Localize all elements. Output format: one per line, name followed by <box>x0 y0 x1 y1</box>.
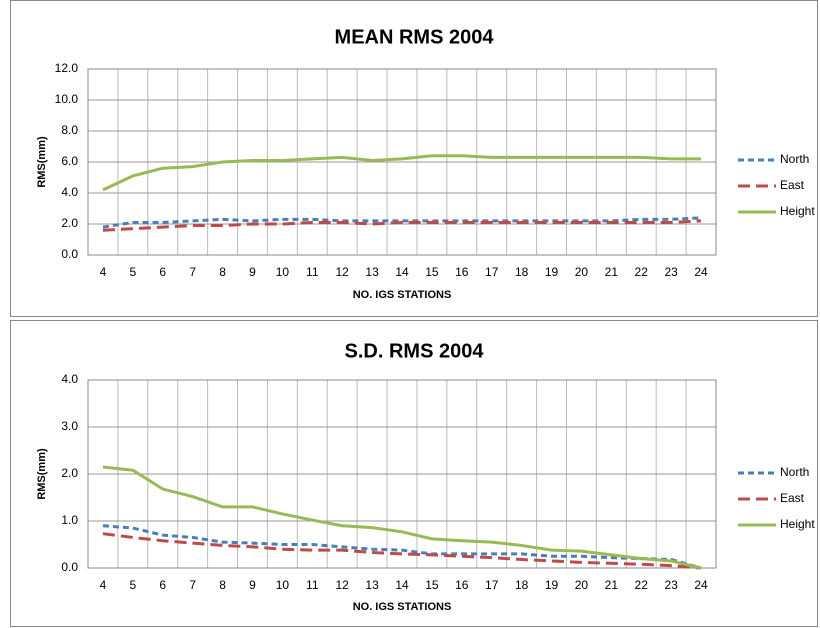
x-tick-label: 23 <box>664 578 678 592</box>
y-tick-label: 3.0 <box>61 419 78 433</box>
series-line <box>102 154 702 192</box>
x-tick-label: 15 <box>425 265 439 279</box>
y-tick-label: 6.0 <box>61 154 78 168</box>
x-tick-label: 9 <box>249 578 256 592</box>
legend-label: North <box>780 152 809 166</box>
x-tick-label: 16 <box>455 265 469 279</box>
x-tick-label: 10 <box>276 578 290 592</box>
x-tick-label: 22 <box>635 578 649 592</box>
series-line <box>102 216 702 229</box>
x-tick-label: 11 <box>306 578 319 592</box>
chart-title: MEAN RMS 2004 <box>335 26 495 48</box>
series-line <box>102 532 702 570</box>
x-tick-label: 8 <box>219 578 226 592</box>
x-tick-label: 18 <box>515 265 529 279</box>
x-tick-label: 20 <box>575 578 589 592</box>
x-axis-label: NO. IGS STATIONS <box>353 289 452 301</box>
x-tick-label: 18 <box>515 578 529 592</box>
x-tick-label: 14 <box>395 265 409 279</box>
series-line <box>102 524 702 570</box>
y-axis-label: RMS(mm) <box>36 448 48 500</box>
y-tick-label: 4.0 <box>61 185 78 199</box>
x-tick-label: 7 <box>189 265 196 279</box>
x-tick-label: 5 <box>130 265 137 279</box>
y-tick-label: 1.0 <box>61 513 78 527</box>
y-tick-label: 0.0 <box>61 247 78 261</box>
x-tick-label: 19 <box>545 265 559 279</box>
x-tick-label: 22 <box>635 265 649 279</box>
x-tick-label: 8 <box>219 265 226 279</box>
x-tick-label: 10 <box>276 265 290 279</box>
series-line <box>102 465 702 570</box>
y-tick-label: 10.0 <box>55 92 79 106</box>
x-tick-label: 6 <box>159 578 166 592</box>
x-tick-label: 16 <box>455 578 469 592</box>
y-tick-label: 2.0 <box>61 466 78 480</box>
x-axis-label: NO. IGS STATIONS <box>353 601 452 613</box>
y-tick-label: 4.0 <box>61 372 78 386</box>
x-tick-label: 6 <box>159 265 166 279</box>
y-tick-label: 0.0 <box>61 560 78 574</box>
y-axis-label: RMS(mm) <box>36 136 48 188</box>
x-tick-label: 17 <box>485 265 499 279</box>
legend-label: East <box>780 491 805 505</box>
x-tick-label: 12 <box>336 265 350 279</box>
x-tick-label: 21 <box>605 265 619 279</box>
x-tick-label: 21 <box>605 578 619 592</box>
x-tick-label: 15 <box>425 578 439 592</box>
x-tick-label: 5 <box>130 578 137 592</box>
x-tick-label: 9 <box>249 265 256 279</box>
legend-label: North <box>780 465 809 479</box>
x-tick-label: 12 <box>336 578 350 592</box>
x-tick-label: 13 <box>365 265 379 279</box>
chart-panel: S.D. RMS 2004 RMS(mm) NO. IGS STATIONS 0.0 1… <box>10 320 818 627</box>
plot-border <box>87 68 717 256</box>
x-tick-label: 19 <box>545 578 559 592</box>
x-tick-label: 23 <box>664 265 678 279</box>
legend-label: East <box>780 178 805 192</box>
y-tick-label: 8.0 <box>61 123 78 137</box>
x-tick-label: 20 <box>575 265 589 279</box>
series-line <box>102 219 702 232</box>
chart-panel: MEAN RMS 2004 RMS(mm) NO. IGS STATIONS 0.0 2… <box>10 0 818 317</box>
x-tick-label: 17 <box>485 578 499 592</box>
x-tick-label: 4 <box>100 265 107 279</box>
legend-label: Height <box>780 204 815 218</box>
x-tick-label: 11 <box>306 265 319 279</box>
x-tick-label: 13 <box>365 578 379 592</box>
plot-border <box>87 379 717 569</box>
x-tick-label: 7 <box>189 578 196 592</box>
x-tick-label: 4 <box>100 578 107 592</box>
y-tick-label: 12.0 <box>55 61 79 75</box>
chart-title: S.D. RMS 2004 <box>345 340 485 362</box>
x-tick-label: 24 <box>694 265 708 279</box>
x-tick-label: 14 <box>395 578 409 592</box>
x-tick-label: 24 <box>694 578 708 592</box>
legend-label: Height <box>780 517 815 531</box>
y-tick-label: 2.0 <box>61 216 78 230</box>
